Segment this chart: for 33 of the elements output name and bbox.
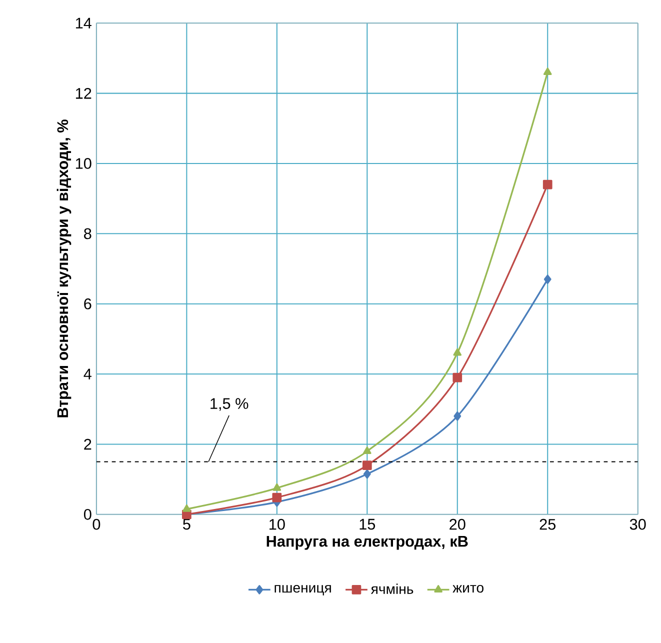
y-tick-label: 0 <box>84 508 92 520</box>
y-tick-label: 14 <box>76 18 92 28</box>
x-tick-label: 30 <box>630 518 646 530</box>
point <box>362 460 372 470</box>
point <box>542 180 552 190</box>
legend-label: пшениця <box>274 584 331 596</box>
x-tick-label: 10 <box>270 518 285 530</box>
point <box>454 411 462 421</box>
legend-label: ячмінь <box>370 584 414 594</box>
y-tick-label: 4 <box>84 368 92 380</box>
x-tick-label: 0 <box>92 518 100 530</box>
y-tick-label: 2 <box>84 438 92 450</box>
x-tick-label: 20 <box>450 518 466 530</box>
y-tick-label: 10 <box>76 158 92 169</box>
point <box>272 483 282 491</box>
y-tick-label: 12 <box>76 88 92 99</box>
point <box>272 492 282 502</box>
point <box>543 68 552 76</box>
x-tick-label: 25 <box>540 518 556 530</box>
legend-label: жито <box>452 584 484 593</box>
y-tick-label: 8 <box>84 228 92 240</box>
point <box>452 372 462 382</box>
point <box>362 446 372 454</box>
point <box>182 504 191 512</box>
x-axis-title: Напруга на електродах, кВ <box>266 536 468 550</box>
ref-line-label: 1,5 % <box>210 398 248 411</box>
point <box>544 274 552 284</box>
y-tick-label: 6 <box>84 298 92 310</box>
x-tick-label: 15 <box>360 518 376 530</box>
point <box>363 469 371 479</box>
point <box>453 348 462 356</box>
x-tick-label: 5 <box>183 518 190 530</box>
y-axis-title: Втрати основної культури у відходи, % <box>56 120 72 418</box>
